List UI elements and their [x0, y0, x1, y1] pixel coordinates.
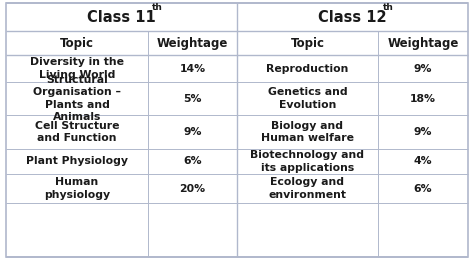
Text: Plant Physiology: Plant Physiology [26, 156, 128, 167]
Text: 9%: 9% [183, 127, 202, 137]
Text: 6%: 6% [183, 156, 202, 167]
Text: 9%: 9% [414, 64, 432, 73]
Text: 9%: 9% [414, 127, 432, 137]
Text: Topic: Topic [291, 37, 325, 49]
Text: Class 11: Class 11 [87, 10, 156, 25]
Text: Structural
Organisation –
Plants and
Animals: Structural Organisation – Plants and Ani… [33, 75, 121, 122]
Text: Biology and
Human welfare: Biology and Human welfare [261, 121, 354, 143]
Text: Weightage: Weightage [387, 37, 459, 49]
Text: Diversity in the
Living World: Diversity in the Living World [30, 57, 124, 80]
Text: Topic: Topic [60, 37, 94, 49]
Text: 14%: 14% [180, 64, 206, 73]
Text: th: th [151, 3, 162, 12]
Text: 5%: 5% [183, 93, 202, 104]
Text: Ecology and
environment: Ecology and environment [268, 177, 346, 200]
Text: Human
physiology: Human physiology [44, 177, 110, 200]
Text: Class 12: Class 12 [318, 10, 387, 25]
Text: Weightage: Weightage [157, 37, 228, 49]
Text: 20%: 20% [180, 183, 206, 194]
Text: 4%: 4% [414, 156, 432, 167]
Text: Cell Structure
and Function: Cell Structure and Function [35, 121, 119, 143]
Text: Genetics and
Evolution: Genetics and Evolution [268, 87, 347, 110]
Text: 18%: 18% [410, 93, 436, 104]
Text: Biotechnology and
its applications: Biotechnology and its applications [250, 150, 365, 173]
Text: Reproduction: Reproduction [266, 64, 349, 73]
Text: th: th [383, 3, 393, 12]
Text: 6%: 6% [414, 183, 432, 194]
